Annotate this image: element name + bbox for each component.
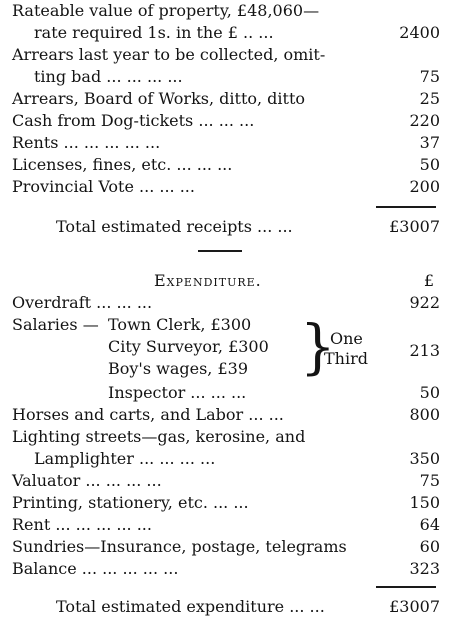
- receipt-text: rate required 1s. in the £ .. ...: [34, 23, 274, 42]
- receipts-total-line: Total estimated receipts ... ... £3007: [0, 216, 440, 238]
- expenditure-line: Balance ... ... ... ... ... 323: [0, 558, 440, 580]
- receipt-text: Rents ... ... ... ... ...: [12, 133, 161, 152]
- receipt-text: Arrears last year to be collected, omit-: [12, 45, 326, 64]
- expenditure-text: Overdraft ... ... ...: [12, 293, 153, 312]
- receipt-text: Arrears, Board of Works, ditto, ditto: [12, 89, 306, 108]
- section-divider: [198, 250, 242, 252]
- salaries-line: City Surveyor, £300 213: [0, 336, 440, 360]
- receipt-line: Rents ... ... ... ... ... 37: [0, 132, 440, 154]
- expenditure-heading-line: Expenditure. £: [0, 270, 440, 292]
- receipt-text: Licenses, fines, etc. ... ... ...: [12, 155, 233, 174]
- expenditure-line: Valuator ... ... ... ... 75: [0, 470, 440, 492]
- receipt-amount: 200: [409, 177, 440, 196]
- expenditure-total-line: Total estimated expenditure ... ... £300…: [0, 596, 440, 618]
- expenditure-line: Inspector ... ... ... 50: [0, 382, 440, 404]
- expenditure-text: Printing, stationery, etc. ... ...: [12, 493, 249, 512]
- salary-item: Boy's wages, £39: [108, 359, 248, 378]
- receipts-total-label: Total estimated receipts ... ...: [56, 217, 293, 236]
- salaries-note-line2: Third: [324, 349, 368, 368]
- receipt-text: Cash from Dog-tickets ... ... ...: [12, 111, 255, 130]
- receipt-amount: 220: [409, 111, 440, 130]
- receipt-line: Provincial Vote ... ... ... 200: [0, 176, 440, 198]
- expenditure-text: Inspector ... ... ...: [108, 383, 247, 402]
- subtotal-rule: [376, 586, 436, 588]
- expenditure-line: Lighting streets—gas, kerosine, and: [0, 426, 440, 448]
- salaries-note-line1: One: [330, 329, 363, 348]
- expenditure-line: Horses and carts, and Labor ... ... 800: [0, 404, 440, 426]
- receipt-text: ting bad ... ... ... ...: [34, 67, 183, 86]
- receipt-line: ting bad ... ... ... ... 75: [0, 66, 440, 88]
- receipt-amount: 75: [419, 67, 440, 86]
- salaries-line: Salaries — Town Clerk, £300: [0, 314, 440, 336]
- expenditure-line: Lamplighter ... ... ... ... 350: [0, 448, 440, 470]
- receipt-line: Licenses, fines, etc. ... ... ... 50: [0, 154, 440, 176]
- expenditure-amount: 75: [419, 471, 440, 490]
- expenditure-line: Printing, stationery, etc. ... ... 150: [0, 492, 440, 514]
- receipt-text: Provincial Vote ... ... ...: [12, 177, 195, 196]
- expenditure-heading: Expenditure.: [154, 271, 262, 290]
- expenditure-text: Sundries—Insurance, postage, telegrams: [12, 537, 347, 556]
- receipt-line: Cash from Dog-tickets ... ... ... 220: [0, 110, 440, 132]
- expenditure-amount: 64: [419, 515, 440, 534]
- receipt-amount: 50: [419, 155, 440, 174]
- salaries-line: Boy's wages, £39: [0, 358, 440, 380]
- subtotal-rule: [376, 206, 436, 208]
- expenditure-amount: 150: [409, 493, 440, 512]
- receipt-line: rate required 1s. in the £ .. ... 2400: [0, 22, 440, 44]
- receipt-amount: 2400: [399, 23, 440, 42]
- receipt-amount: 37: [419, 133, 440, 152]
- expenditure-line: Rent ... ... ... ... ... 64: [0, 514, 440, 536]
- receipt-line: Arrears, Board of Works, ditto, ditto 25: [0, 88, 440, 110]
- currency-column-header: £: [423, 271, 434, 290]
- expenditure-text: Rent ... ... ... ... ...: [12, 515, 152, 534]
- salary-item: City Surveyor, £300: [108, 337, 269, 356]
- salary-item: Town Clerk, £300: [108, 315, 252, 334]
- salaries-amount: 213: [409, 341, 440, 360]
- expenditure-text: Valuator ... ... ... ...: [12, 471, 162, 490]
- receipt-line: Arrears last year to be collected, omit-: [0, 44, 440, 66]
- expenditure-amount: 922: [409, 293, 440, 312]
- expenditure-line: Overdraft ... ... ... 922: [0, 292, 440, 314]
- expenditure-amount: 323: [409, 559, 440, 578]
- receipts-total-amount: £3007: [389, 217, 440, 236]
- receipt-amount: 25: [419, 89, 440, 108]
- salaries-brace: }: [300, 313, 336, 382]
- expenditure-amount: 350: [409, 449, 440, 468]
- expenditure-text: Horses and carts, and Labor ... ...: [12, 405, 284, 424]
- expenditure-amount: 60: [419, 537, 440, 556]
- receipt-text: Rateable value of property, £48,060—: [12, 1, 320, 20]
- expenditure-total-amount: £3007: [389, 597, 440, 616]
- expenditure-text: Balance ... ... ... ... ...: [12, 559, 179, 578]
- expenditure-amount: 800: [409, 405, 440, 424]
- expenditure-text: Lighting streets—gas, kerosine, and: [12, 427, 306, 446]
- expenditure-amount: 50: [419, 383, 440, 402]
- salaries-label: Salaries —: [12, 315, 99, 334]
- expenditure-line: Sundries—Insurance, postage, telegrams 6…: [0, 536, 440, 558]
- expenditure-text: Lamplighter ... ... ... ...: [34, 449, 216, 468]
- receipt-line: Rateable value of property, £48,060—: [0, 0, 440, 22]
- expenditure-total-label: Total estimated expenditure ... ...: [56, 597, 325, 616]
